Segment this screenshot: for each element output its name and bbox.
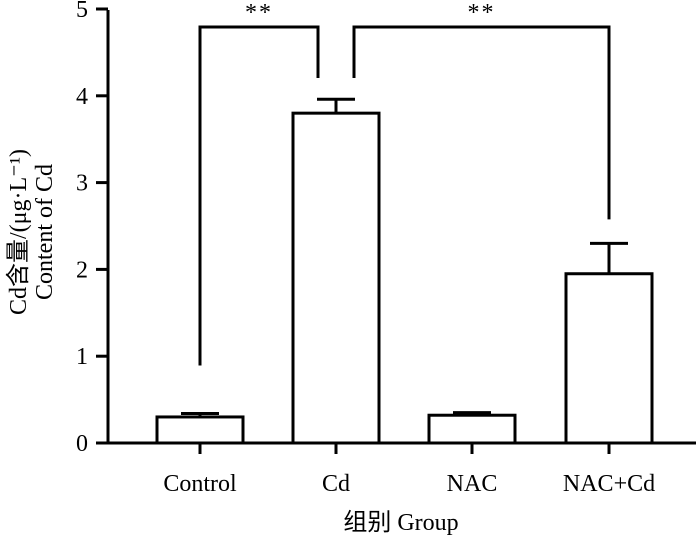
y-tick-label-4: 4 [76, 84, 88, 110]
x-axis-categories: Control Cd NAC NAC+Cd [163, 443, 655, 497]
y-tick-label-1: 1 [76, 344, 88, 370]
y-tick-label-2: 2 [76, 257, 88, 283]
significance-bracket-1 [352, 25, 611, 220]
y-tick-label-3: 3 [76, 171, 88, 197]
y-tick-label-0: 0 [76, 431, 88, 457]
bar-2 [427, 413, 517, 445]
x-category-label-3: NAC+Cd [563, 471, 655, 497]
significance-label-1: ** [468, 0, 496, 26]
bar-0 [155, 415, 245, 445]
x-category-label-0: Control [163, 471, 237, 497]
x-category-label-2: NAC [447, 471, 498, 497]
y-axis-title-line1: Cd含量/(μg·L⁻¹) [5, 149, 32, 315]
plot-marks [155, 97, 654, 445]
significance-bracket-0 [198, 25, 320, 366]
bar-3 [564, 272, 654, 445]
y-axis-ticks: 0 1 2 3 4 5 [76, 0, 108, 457]
y-tick-label-5: 5 [76, 0, 88, 23]
significance-brackets: ** ** [198, 0, 611, 366]
x-category-label-1: Cd [322, 471, 350, 497]
x-axis-title: 组别 Group [343, 509, 458, 536]
bar-1 [291, 111, 381, 445]
y-axis-title-line2: Content of Cd [32, 164, 58, 300]
significance-label-0: ** [245, 0, 273, 26]
